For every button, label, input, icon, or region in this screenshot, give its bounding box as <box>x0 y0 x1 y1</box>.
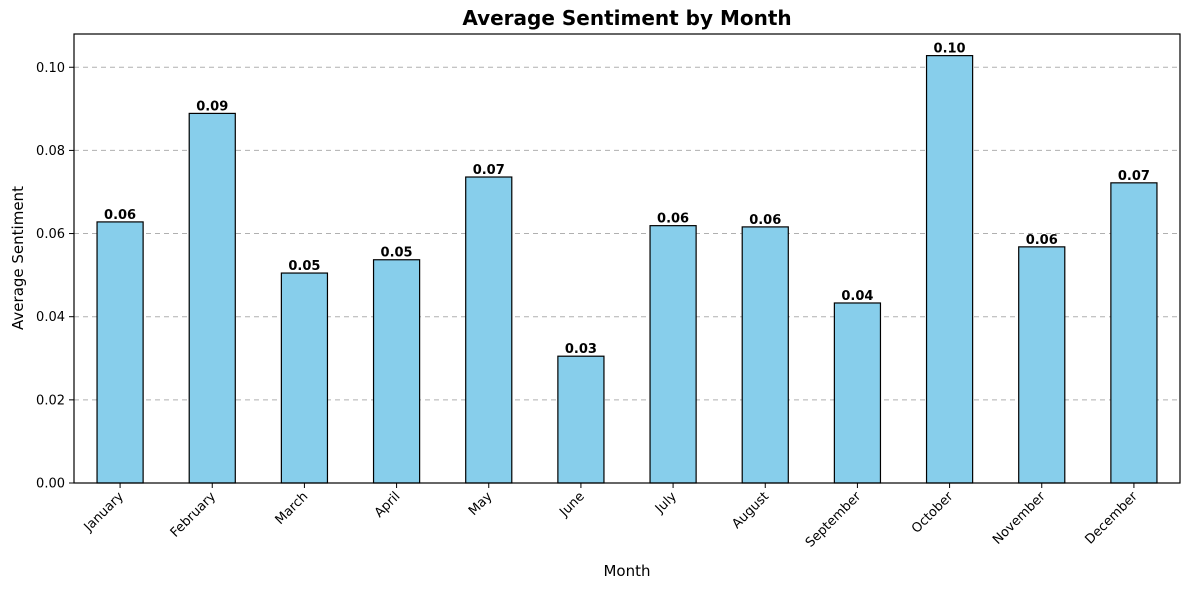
bar-november <box>1018 246 1066 484</box>
bar-value-label: 0.07 <box>473 163 505 178</box>
bars <box>96 55 1158 484</box>
bar-value-label: 0.09 <box>196 99 228 114</box>
bar-december <box>1110 182 1158 484</box>
bar-august <box>741 226 789 484</box>
bar-october <box>925 55 974 484</box>
y-axis: 0.00 0.02 0.04 0.06 0.08 0.10 <box>36 61 74 492</box>
y-tick-label: 0.02 <box>36 393 65 408</box>
x-tick-label: June <box>556 489 587 520</box>
x-tick-label: December <box>1082 489 1141 548</box>
bar-april <box>372 259 421 484</box>
bar-value-label: 0.10 <box>934 42 966 57</box>
bar-value-label: 0.05 <box>381 246 413 261</box>
bar-value-label: 0.04 <box>841 289 873 304</box>
x-tick-label: January <box>81 489 127 535</box>
bar-may <box>465 176 513 484</box>
bar-february <box>188 112 236 484</box>
y-axis-label: Average Sentiment <box>9 186 27 330</box>
y-tick-label: 0.08 <box>36 144 65 159</box>
bar-value-label: 0.05 <box>288 259 320 274</box>
y-tick-label: 0.06 <box>36 227 65 242</box>
x-tick-label: March <box>273 489 312 528</box>
bar-value-label: 0.06 <box>1026 233 1058 248</box>
x-tick-label: October <box>909 489 957 537</box>
y-tick-label: 0.04 <box>36 310 65 325</box>
bar-january <box>96 221 144 484</box>
x-axis-label: Month <box>603 562 650 580</box>
gridlines <box>74 66 1180 401</box>
bar-value-label: 0.06 <box>104 208 136 223</box>
x-tick-label: July <box>652 489 680 517</box>
x-axis: January February March April May June July Augu… <box>81 483 1141 551</box>
bar-july <box>649 225 697 484</box>
x-tick-label: February <box>168 489 220 541</box>
bar-value-labels: 0.06 0.09 0.05 0.05 0.07 0.03 0.06 0.06 0.04 0.10… <box>104 42 1150 358</box>
x-tick-label: September <box>803 489 865 551</box>
x-tick-label: August <box>729 489 772 532</box>
bar-september <box>833 302 882 484</box>
plot-frame <box>73 33 1181 484</box>
bar-value-label: 0.06 <box>657 212 689 227</box>
chart-title: Average Sentiment by Month <box>462 6 791 30</box>
x-tick-label: November <box>990 489 1049 548</box>
bar-june <box>557 355 605 484</box>
y-tick-label: 0.10 <box>36 61 65 76</box>
x-tick-label: May <box>466 489 496 519</box>
y-tick-label: 0.00 <box>36 477 65 492</box>
x-tick-label: April <box>372 489 404 521</box>
bar-value-label: 0.06 <box>749 213 781 228</box>
bar-value-label: 0.03 <box>565 342 597 357</box>
bar-march <box>280 272 329 484</box>
bar-value-label: 0.07 <box>1118 169 1150 184</box>
